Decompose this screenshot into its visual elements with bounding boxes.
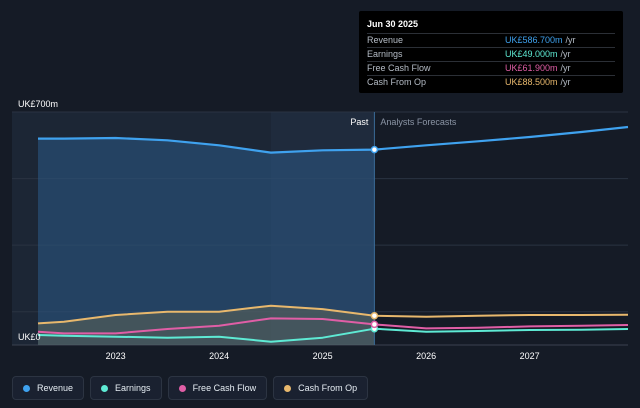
past-label: Past <box>350 117 369 127</box>
earnings-line <box>37 327 629 343</box>
tooltip-value: UK£61.900m <box>505 63 558 73</box>
legend: Revenue Earnings Free Cash Flow Cash Fro… <box>12 376 369 400</box>
tooltip-unit: /yr <box>560 63 571 73</box>
legend-item-earnings[interactable]: Earnings <box>90 376 162 400</box>
x-tick-label: 2024 <box>209 351 229 361</box>
tooltip-value: UK£586.700m <box>505 35 563 45</box>
x-tick-label: 2023 <box>106 351 126 361</box>
tooltip: Jun 30 2025 Revenue UK£586.700m/yr Earni… <box>359 11 623 93</box>
legend-item-free-cash-flow[interactable]: Free Cash Flow <box>167 376 268 400</box>
forecast-label: Analysts Forecasts <box>380 117 457 127</box>
tooltip-unit: /yr <box>560 77 571 87</box>
tooltip-row-cash-from-op: Cash From Op UK£88.500m/yr <box>367 75 615 89</box>
y-axis-top-label: UK£700m <box>18 99 58 109</box>
tooltip-row-free-cash-flow: Free Cash Flow UK£61.900m/yr <box>367 61 615 75</box>
tooltip-date: Jun 30 2025 <box>367 19 419 29</box>
revenue-point <box>370 145 379 154</box>
tooltip-value: UK£88.500m <box>505 77 558 87</box>
revenue-area <box>38 137 375 345</box>
legend-label: Cash From Op <box>298 383 358 393</box>
x-tick-label: 2027 <box>520 351 540 361</box>
tooltip-value: UK£49.000m <box>505 49 558 59</box>
legend-dot-icon <box>23 384 30 392</box>
revenue-line <box>38 125 629 154</box>
x-tick-label: 2026 <box>416 351 436 361</box>
legend-label: Earnings <box>115 383 151 393</box>
y-axis-bottom-label: UK£0 <box>18 332 41 342</box>
legend-item-revenue[interactable]: Revenue <box>12 376 85 400</box>
legend-label: Revenue <box>37 383 74 393</box>
tooltip-row-earnings: Earnings UK£49.000m/yr <box>367 47 615 61</box>
legend-dot-icon <box>178 384 186 392</box>
legend-dot-icon <box>101 384 109 392</box>
legend-item-cash-from-op[interactable]: Cash From Op <box>273 376 369 400</box>
free-cash-flow-line <box>37 317 629 335</box>
free-cash-flow-point <box>370 320 379 329</box>
tooltip-row-revenue: Revenue UK£586.700m/yr <box>367 33 615 47</box>
legend-dot-icon <box>284 384 292 392</box>
cash-from-op-line <box>37 304 629 325</box>
cash-from-op-point <box>370 311 379 320</box>
x-tick-label: 2025 <box>313 351 333 361</box>
tooltip-label: Revenue <box>367 35 404 45</box>
tooltip-label: Earnings <box>367 49 403 59</box>
tooltip-label: Free Cash Flow <box>367 63 431 73</box>
tooltip-label: Cash From Op <box>367 77 427 87</box>
tooltip-unit: /yr <box>560 49 571 59</box>
legend-label: Free Cash Flow <box>192 383 257 393</box>
tooltip-unit: /yr <box>565 35 576 45</box>
